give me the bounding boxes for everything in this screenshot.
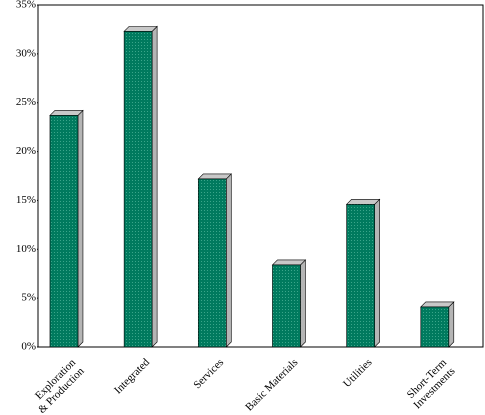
bar bbox=[346, 204, 375, 348]
y-tick-label: 5% bbox=[21, 292, 36, 304]
x-tick-label: Services bbox=[191, 356, 226, 391]
bar-side bbox=[374, 198, 380, 348]
bar bbox=[123, 31, 153, 348]
bar-top bbox=[345, 199, 381, 205]
bar bbox=[420, 306, 450, 348]
y-tick-label: 35% bbox=[16, 0, 36, 11]
x-tick-label: Utilities bbox=[341, 356, 375, 390]
y-tick-label: 0% bbox=[21, 341, 36, 353]
bar-top bbox=[271, 259, 307, 266]
bar-top bbox=[420, 301, 455, 308]
y-tick-label: 20% bbox=[16, 145, 36, 157]
bar-top bbox=[49, 110, 84, 116]
plot-frame bbox=[37, 4, 484, 348]
bar-side bbox=[77, 109, 84, 348]
bar-top bbox=[123, 26, 158, 32]
bar-side bbox=[151, 25, 158, 348]
y-tick-label: 10% bbox=[16, 243, 36, 255]
bar bbox=[49, 115, 79, 348]
x-tick-label: Exploration& Production bbox=[27, 356, 86, 415]
x-tick-label: Integrated bbox=[112, 356, 152, 396]
x-tick-label: Basic Materials bbox=[243, 356, 300, 413]
bar bbox=[197, 178, 227, 348]
y-tick-label: 30% bbox=[16, 47, 36, 59]
bar-top bbox=[197, 173, 233, 180]
x-tick-label: Short-TermInvestments bbox=[403, 356, 458, 411]
bar-side bbox=[225, 173, 232, 348]
y-tick-label: 25% bbox=[16, 96, 36, 108]
y-tick-label: 15% bbox=[16, 194, 36, 206]
bar bbox=[272, 264, 301, 348]
bar-side bbox=[448, 301, 455, 348]
bar-side bbox=[300, 259, 306, 348]
